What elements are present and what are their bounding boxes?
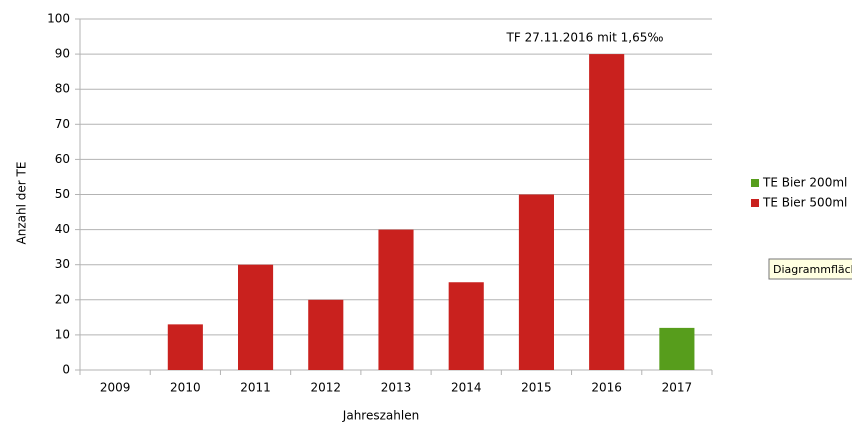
legend-swatch — [751, 199, 759, 207]
x-tick-label: 2013 — [381, 381, 412, 395]
tooltip-text: Diagrammfläch — [773, 263, 852, 276]
y-tick-label: 30 — [55, 257, 70, 271]
x-tick-label: 2016 — [591, 381, 622, 395]
bar — [378, 229, 414, 370]
bar — [659, 327, 695, 370]
y-tick-label: 50 — [55, 187, 70, 201]
legend-swatch — [751, 179, 759, 187]
y-tick-label: 100 — [47, 12, 70, 26]
legend-label: TE Bier 500ml — [762, 196, 847, 210]
legend-label: TE Bier 200ml — [762, 176, 847, 190]
y-tick-label: 40 — [55, 222, 70, 236]
x-axis-title: Jahreszahlen — [342, 409, 419, 423]
x-tick-label: 2015 — [521, 381, 552, 395]
tooltip-box — [768, 258, 852, 280]
y-tick-label: 70 — [55, 117, 70, 131]
y-tick-label: 0 — [62, 363, 70, 377]
x-tick-label: 2010 — [170, 381, 201, 395]
y-tick-label: 10 — [55, 327, 70, 341]
x-tick-label: 2009 — [100, 381, 131, 395]
y-tick-label: 20 — [55, 292, 70, 306]
bar — [308, 299, 344, 370]
x-tick-label: 2014 — [451, 381, 482, 395]
y-tick-label: 60 — [55, 152, 70, 166]
annotation: TF 27.11.2016 mit 1,65‰ — [506, 31, 664, 45]
y-axis-title: Anzahl der TE — [15, 162, 29, 245]
bar — [518, 194, 554, 370]
x-tick-label: 2011 — [240, 381, 271, 395]
x-tick-label: 2017 — [662, 381, 693, 395]
tooltip: Diagrammfläch — [768, 258, 852, 280]
y-tick-label: 80 — [55, 82, 70, 96]
bar — [238, 264, 274, 370]
bar — [448, 282, 484, 370]
bar — [589, 54, 625, 370]
bar — [167, 324, 203, 370]
y-tick-label: 90 — [55, 47, 70, 61]
x-tick-label: 2012 — [311, 381, 342, 395]
